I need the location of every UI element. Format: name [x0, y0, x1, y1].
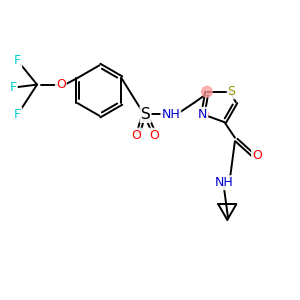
Text: NH: NH: [161, 108, 180, 121]
Circle shape: [198, 109, 208, 120]
Text: S: S: [228, 85, 236, 98]
Text: F: F: [14, 108, 21, 121]
Text: S: S: [141, 107, 150, 122]
Text: NH: NH: [215, 176, 234, 189]
Text: O: O: [56, 78, 66, 91]
Circle shape: [202, 86, 212, 97]
Text: O: O: [252, 149, 262, 162]
Text: O: O: [132, 129, 142, 142]
Text: N: N: [198, 108, 207, 121]
Text: F: F: [10, 81, 17, 94]
Text: F: F: [14, 54, 21, 67]
Text: O: O: [149, 129, 159, 142]
